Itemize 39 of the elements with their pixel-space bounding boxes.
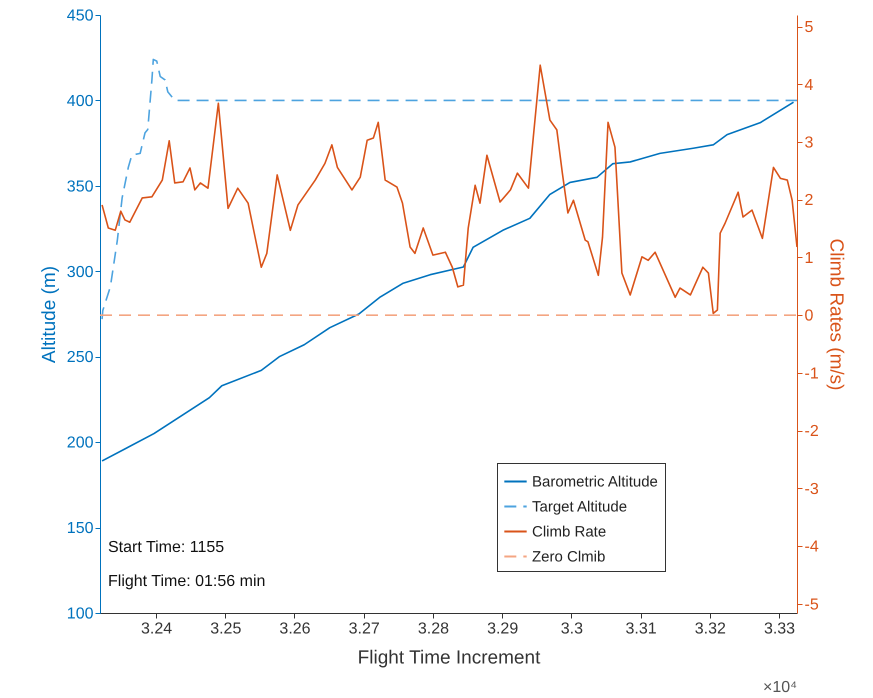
x-axis-title: Flight Time Increment bbox=[358, 648, 542, 668]
y2-tick-label: 0 bbox=[804, 308, 814, 325]
y2-tick-label: -4 bbox=[804, 538, 819, 556]
y-tick-label: 300 bbox=[66, 264, 94, 281]
y-tick-label: 150 bbox=[66, 520, 94, 538]
x-tick-label: 3.32 bbox=[694, 620, 726, 638]
y-tick-label: 400 bbox=[66, 92, 94, 110]
x-tick-label: 3.25 bbox=[210, 620, 242, 638]
y2-tick-label: -5 bbox=[804, 596, 819, 614]
x-tick-label: 3.31 bbox=[626, 620, 657, 638]
y-tick-label: 250 bbox=[66, 349, 94, 366]
y-tick-label: 200 bbox=[66, 434, 94, 452]
annotation: Flight Time: 01:56 min bbox=[108, 573, 266, 590]
y2-tick-label: 2 bbox=[804, 192, 814, 210]
x-tick-label: 3.27 bbox=[348, 620, 380, 638]
y2-tick-label: 1 bbox=[804, 250, 814, 267]
y-tick-label: 350 bbox=[66, 178, 94, 196]
y2-tick-label: -2 bbox=[804, 423, 819, 440]
y-axis-title: Altitude (m) bbox=[38, 266, 60, 364]
y-tick-label: 100 bbox=[66, 606, 94, 622]
legend-label: Zero Clmib bbox=[532, 548, 606, 566]
y2-tick-label: 4 bbox=[804, 76, 814, 94]
x-tick-label: 3.24 bbox=[140, 620, 172, 638]
y2-tick-label: -3 bbox=[804, 480, 819, 498]
x-tick-label: 3.29 bbox=[487, 620, 518, 638]
x-tick-label: 3.26 bbox=[279, 620, 311, 638]
text: ×10⁴ bbox=[762, 679, 798, 696]
y2-tick-label: 3 bbox=[804, 134, 814, 152]
x-tick-label: 3.28 bbox=[418, 620, 450, 638]
x-tick-label: 3.3 bbox=[560, 620, 584, 638]
legend-label: Barometric Altitude bbox=[532, 474, 658, 490]
y2-axis-title: Climb Rates (m/s) bbox=[826, 238, 847, 391]
annotation: Start Time: 1155 bbox=[108, 539, 224, 556]
y2-tick-label: 5 bbox=[804, 19, 814, 36]
legend-label: Climb Rate bbox=[532, 524, 606, 540]
y-tick-label: 450 bbox=[66, 8, 94, 24]
legend-label: Target Altitude bbox=[532, 498, 628, 516]
y2-tick-label: -1 bbox=[804, 365, 819, 382]
x-tick-label: 3.33 bbox=[764, 620, 796, 638]
